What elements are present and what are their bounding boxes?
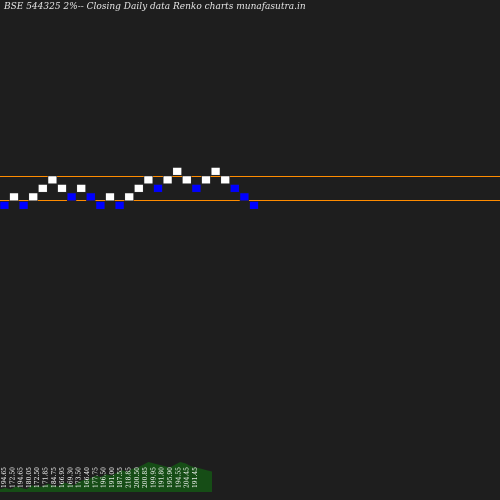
renko-brick-up bbox=[220, 175, 230, 184]
price-label: 173.50 bbox=[76, 467, 83, 488]
renko-brick-up bbox=[210, 167, 221, 176]
renko-brick-up bbox=[143, 175, 154, 184]
price-label: 195.90 bbox=[167, 467, 174, 488]
renko-brick-up bbox=[201, 175, 211, 184]
renko-brick-down bbox=[18, 201, 29, 210]
renko-brick-down bbox=[86, 192, 96, 201]
renko-brick-down bbox=[249, 201, 259, 210]
renko-brick-up bbox=[172, 167, 182, 176]
level-lines bbox=[0, 176, 500, 201]
volume-area bbox=[0, 462, 212, 492]
price-label: 166.40 bbox=[84, 467, 91, 488]
renko-brick-up bbox=[162, 175, 173, 184]
renko-brick-up bbox=[182, 175, 192, 184]
renko-brick-up bbox=[57, 184, 67, 193]
volume-bars bbox=[0, 462, 212, 492]
renko-brick-up bbox=[28, 192, 38, 201]
renko-brick-down bbox=[0, 201, 10, 210]
price-label: 180.05 bbox=[26, 467, 33, 488]
renko-brick-up bbox=[47, 175, 58, 184]
price-label: 194.65 bbox=[1, 467, 8, 488]
price-label: 191.45 bbox=[192, 467, 199, 488]
renko-brick-down bbox=[66, 192, 77, 201]
renko-brick-down bbox=[114, 201, 125, 210]
renko-brick-up bbox=[124, 192, 134, 201]
price-label: 200.85 bbox=[142, 467, 149, 488]
price-labels: 194.65 172.50 194.65 180.05 172.50 171.85 184.… bbox=[1, 467, 199, 488]
renko-brick-down bbox=[153, 184, 163, 193]
price-label: 218.85 bbox=[126, 467, 133, 488]
price-label: 191.80 bbox=[159, 467, 166, 488]
price-label: 187.55 bbox=[117, 467, 124, 488]
price-label: 177.75 bbox=[92, 467, 99, 488]
renko-brick-down bbox=[230, 184, 240, 193]
price-label: 172.50 bbox=[9, 467, 16, 488]
price-label: 191.00 bbox=[109, 467, 116, 488]
renko-brick-up bbox=[9, 192, 19, 201]
chart-title: BSE 544325 2%-- Closing Daily data Renko… bbox=[4, 2, 306, 12]
renko-bricks bbox=[0, 167, 259, 210]
renko-brick-down bbox=[95, 201, 106, 210]
renko-brick-up bbox=[134, 184, 144, 193]
price-label: 194.65 bbox=[18, 467, 25, 488]
price-label: 169.30 bbox=[67, 467, 74, 488]
price-label: 200.50 bbox=[134, 467, 141, 488]
price-label: 204.45 bbox=[184, 467, 191, 488]
price-label: 199.95 bbox=[150, 467, 157, 488]
price-label: 171.85 bbox=[43, 467, 50, 488]
price-label: 196.50 bbox=[101, 467, 108, 488]
price-label: 172.50 bbox=[34, 467, 41, 488]
price-label: 166.95 bbox=[59, 467, 66, 488]
renko-brick-up bbox=[105, 192, 115, 201]
price-label: 194.55 bbox=[175, 467, 182, 488]
renko-brick-up bbox=[38, 184, 48, 193]
renko-brick-down bbox=[239, 192, 250, 201]
renko-brick-down bbox=[191, 184, 202, 193]
renko-brick-up bbox=[76, 184, 86, 193]
price-label: 184.75 bbox=[51, 467, 58, 488]
